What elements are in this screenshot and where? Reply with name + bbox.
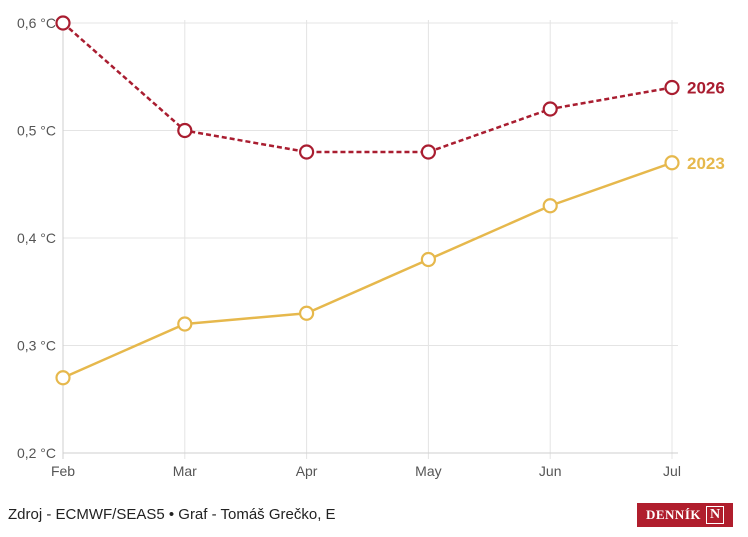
data-point <box>420 251 436 268</box>
grid-lines <box>62 20 678 459</box>
data-point <box>55 370 71 386</box>
brand-mark: N <box>706 506 724 524</box>
data-point <box>177 316 193 332</box>
data-point <box>55 15 71 31</box>
data-point <box>542 198 558 214</box>
x-tick-label: May <box>415 463 441 479</box>
series-label: 2026 <box>687 79 725 98</box>
series-layer <box>55 15 680 386</box>
brand-name: DENNÍK <box>645 507 701 522</box>
data-point <box>664 155 680 171</box>
data-point <box>299 305 315 321</box>
data-point <box>177 122 193 139</box>
source-credit: Zdroj - ECMWF/SEAS5 • Graf - Tomáš Grečk… <box>8 506 336 523</box>
x-tick-label: Mar <box>173 463 197 479</box>
data-point <box>420 144 436 160</box>
y-tick-label: 0,4 °C <box>17 230 56 246</box>
x-tick-label: Jul <box>663 463 681 479</box>
series-line-2023 <box>62 161 673 379</box>
y-tick-label: 0,6 °C <box>17 15 56 31</box>
y-tick-label: 0,2 °C <box>17 445 56 461</box>
labels: 0,2 °C 0,3 °C 0,4 °C 0,5 °C 0,6 °C Feb Mar Apr M… <box>17 15 725 479</box>
series-2023 <box>55 155 680 386</box>
chart-svg: 0,2 °C 0,3 °C 0,4 °C 0,5 °C 0,6 °C Feb Mar Apr M… <box>17 15 725 479</box>
x-tick-label: Feb <box>51 463 75 479</box>
x-tick-label: Jun <box>539 463 562 479</box>
data-point <box>542 101 558 117</box>
y-tick-label: 0,3 °C <box>17 338 56 354</box>
series-label: 2023 <box>687 154 725 173</box>
brand-logo: DENNÍK N <box>637 503 733 527</box>
data-point <box>299 144 315 160</box>
data-point <box>664 79 680 96</box>
series-2026 <box>55 15 680 160</box>
axes <box>62 20 678 459</box>
x-tick-label: Apr <box>296 463 318 479</box>
y-tick-label: 0,5 °C <box>17 123 56 139</box>
series-line-2026 <box>62 22 673 154</box>
